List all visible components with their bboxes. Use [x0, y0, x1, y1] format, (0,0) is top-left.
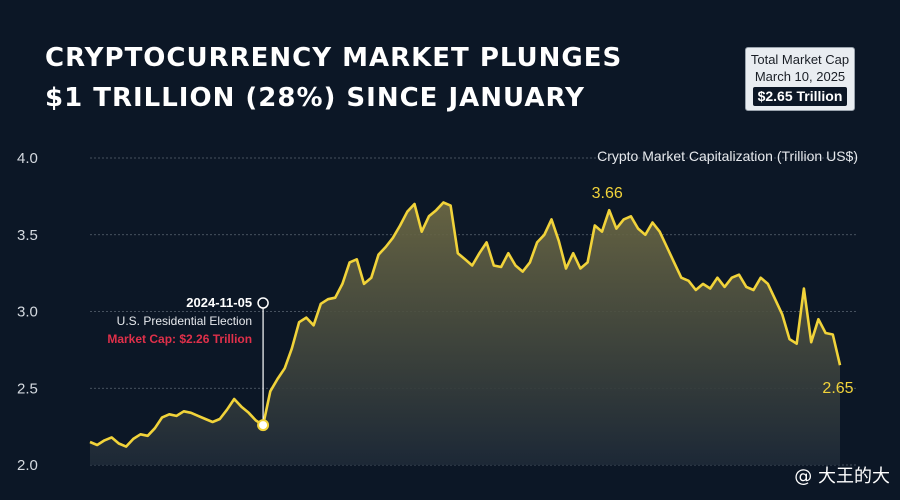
y-tick-label: 3.0	[17, 304, 38, 321]
cap-box-label: Total Market Cap	[750, 52, 850, 67]
annotation-label: U.S. Presidential Election	[117, 314, 252, 328]
total-market-cap-box: Total Market Cap March 10, 2025 $2.65 Tr…	[745, 47, 855, 111]
title-line-2: $1 TRILLION (28%) SINCE JANUARY	[45, 83, 585, 113]
chart-title: CRYPTOCURRENCY MARKET PLUNGES $1 TRILLIO…	[45, 38, 622, 118]
cap-box-date: March 10, 2025	[754, 69, 846, 84]
annotation-marker-hollow	[257, 297, 269, 309]
peak-value-label: 3.66	[592, 185, 623, 202]
election-annotation: 2024-11-05 U.S. Presidential Election Ma…	[107, 295, 270, 432]
annotation-date: 2024-11-05	[186, 295, 252, 310]
y-tick-label: 4.0	[17, 150, 38, 167]
area-fill	[90, 202, 840, 465]
cap-box-value: $2.65 Trillion	[752, 87, 848, 106]
annotation-market-cap: Market Cap: $2.26 Trillion	[107, 332, 252, 346]
election-data-point	[257, 419, 270, 432]
title-line-1: CRYPTOCURRENCY MARKET PLUNGES	[45, 43, 623, 73]
y-tick-label: 2.5	[17, 380, 38, 397]
watermark: @ 大王的大	[794, 466, 890, 487]
series-line	[89, 201, 842, 448]
y-axis: 2.0 2.5 3.0 3.5 4.0	[17, 150, 38, 474]
y-axis-label: Crypto Market Capitalization (Trillion U…	[597, 148, 858, 164]
end-value-label: 2.65	[822, 380, 853, 397]
y-tick-label: 3.5	[17, 227, 38, 244]
y-tick-label: 2.0	[17, 457, 38, 474]
